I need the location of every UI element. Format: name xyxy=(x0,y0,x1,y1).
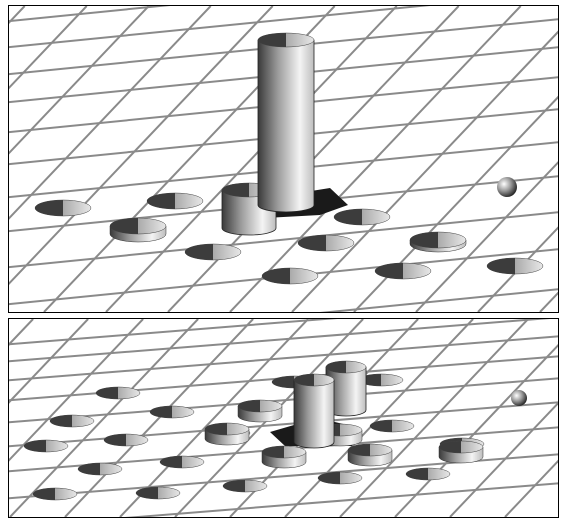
sphere xyxy=(511,390,527,406)
sphere xyxy=(497,177,517,197)
cylinder-side xyxy=(294,380,334,448)
cylinder-side xyxy=(258,40,314,212)
figure xyxy=(0,0,564,523)
grid-line xyxy=(560,319,564,517)
page: (() => { const NS = 'http://www.w3.org/2… xyxy=(0,0,564,523)
